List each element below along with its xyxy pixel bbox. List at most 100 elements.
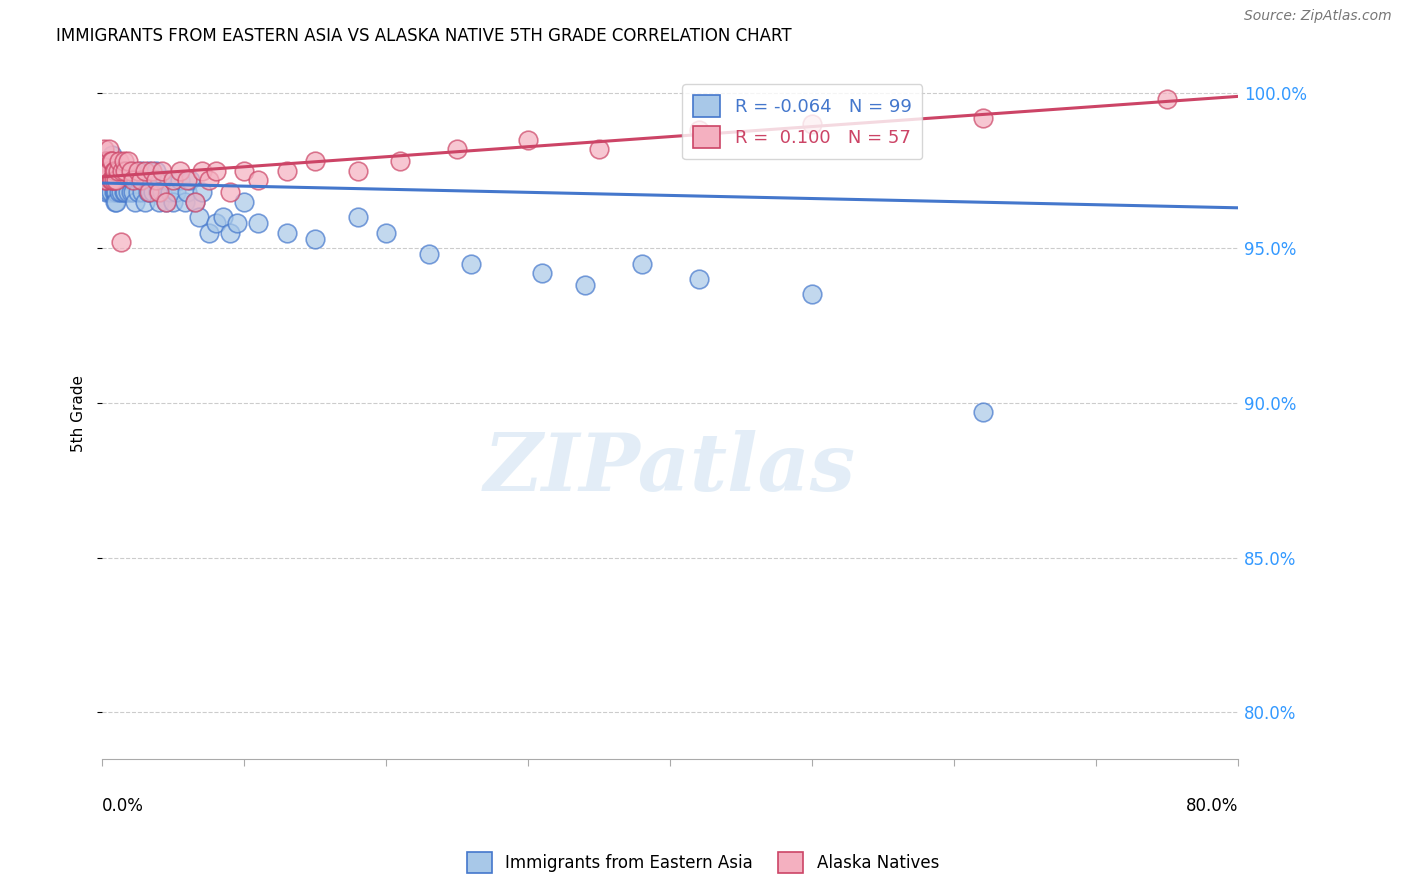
Legend: R = -0.064   N = 99, R =  0.100   N = 57: R = -0.064 N = 99, R = 0.100 N = 57: [682, 85, 922, 159]
Point: [531, 266, 554, 280]
Point: [96, 173, 118, 187]
Point: [159, 186, 181, 200]
Point: [115, 173, 138, 187]
Point: [190, 163, 212, 178]
Point: [121, 173, 143, 187]
Point: [574, 278, 596, 293]
Point: [105, 194, 128, 209]
Point: [105, 186, 128, 200]
Point: [138, 186, 160, 200]
Point: [1156, 93, 1178, 107]
Point: [112, 154, 135, 169]
Point: [103, 173, 125, 187]
Point: [346, 163, 368, 178]
Point: [801, 117, 824, 131]
Point: [128, 173, 150, 187]
Point: [190, 186, 212, 200]
Point: [94, 163, 117, 178]
Point: [97, 154, 120, 169]
Point: [98, 142, 121, 156]
Point: [173, 194, 195, 209]
Point: [138, 163, 160, 178]
Point: [162, 194, 184, 209]
Point: [247, 216, 270, 230]
Point: [135, 173, 157, 187]
Point: [131, 186, 153, 200]
Point: [97, 154, 120, 169]
Point: [98, 163, 121, 178]
Point: [630, 256, 652, 270]
Point: [212, 210, 235, 224]
Point: [100, 154, 122, 169]
Point: [125, 173, 148, 187]
Point: [276, 163, 298, 178]
Point: [104, 163, 127, 178]
Point: [122, 163, 145, 178]
Point: [226, 216, 249, 230]
Point: [149, 173, 172, 187]
Point: [389, 154, 412, 169]
Point: [110, 186, 132, 200]
Point: [111, 163, 134, 178]
Point: [460, 256, 482, 270]
Point: [127, 186, 149, 200]
Point: [107, 173, 129, 187]
Point: [139, 186, 162, 200]
Point: [103, 186, 125, 200]
Point: [688, 123, 710, 137]
Point: [98, 186, 121, 200]
Point: [197, 173, 219, 187]
Point: [117, 186, 139, 200]
Y-axis label: 5th Grade: 5th Grade: [72, 376, 86, 452]
Point: [103, 173, 125, 187]
Point: [233, 194, 256, 209]
Point: [124, 194, 146, 209]
Point: [105, 163, 128, 178]
Point: [276, 226, 298, 240]
Point: [143, 173, 166, 187]
Point: [588, 142, 610, 156]
Point: [219, 226, 242, 240]
Point: [117, 163, 139, 178]
Point: [94, 173, 117, 187]
Point: [107, 163, 129, 178]
Point: [517, 133, 540, 147]
Point: [101, 163, 124, 178]
Point: [112, 163, 135, 178]
Point: [120, 163, 142, 178]
Point: [114, 163, 136, 178]
Point: [97, 163, 120, 178]
Point: [165, 186, 187, 200]
Point: [972, 405, 994, 419]
Point: [117, 154, 139, 169]
Point: [98, 163, 121, 178]
Point: [801, 287, 824, 301]
Point: [169, 173, 191, 187]
Point: [122, 186, 145, 200]
Text: IMMIGRANTS FROM EASTERN ASIA VS ALASKA NATIVE 5TH GRADE CORRELATION CHART: IMMIGRANTS FROM EASTERN ASIA VS ALASKA N…: [56, 27, 792, 45]
Point: [97, 173, 120, 187]
Point: [107, 163, 129, 178]
Point: [150, 163, 173, 178]
Point: [108, 186, 131, 200]
Point: [105, 173, 128, 187]
Point: [155, 194, 177, 209]
Point: [103, 163, 125, 178]
Text: Source: ZipAtlas.com: Source: ZipAtlas.com: [1244, 9, 1392, 23]
Point: [418, 247, 440, 261]
Point: [122, 173, 145, 187]
Point: [148, 186, 170, 200]
Point: [688, 272, 710, 286]
Point: [141, 163, 163, 178]
Point: [104, 186, 127, 200]
Legend: Immigrants from Eastern Asia, Alaska Natives: Immigrants from Eastern Asia, Alaska Nat…: [460, 846, 946, 880]
Point: [120, 186, 142, 200]
Point: [187, 210, 209, 224]
Point: [183, 194, 205, 209]
Point: [197, 226, 219, 240]
Point: [101, 173, 124, 187]
Point: [304, 232, 326, 246]
Point: [98, 173, 121, 187]
Point: [141, 173, 163, 187]
Point: [446, 142, 468, 156]
